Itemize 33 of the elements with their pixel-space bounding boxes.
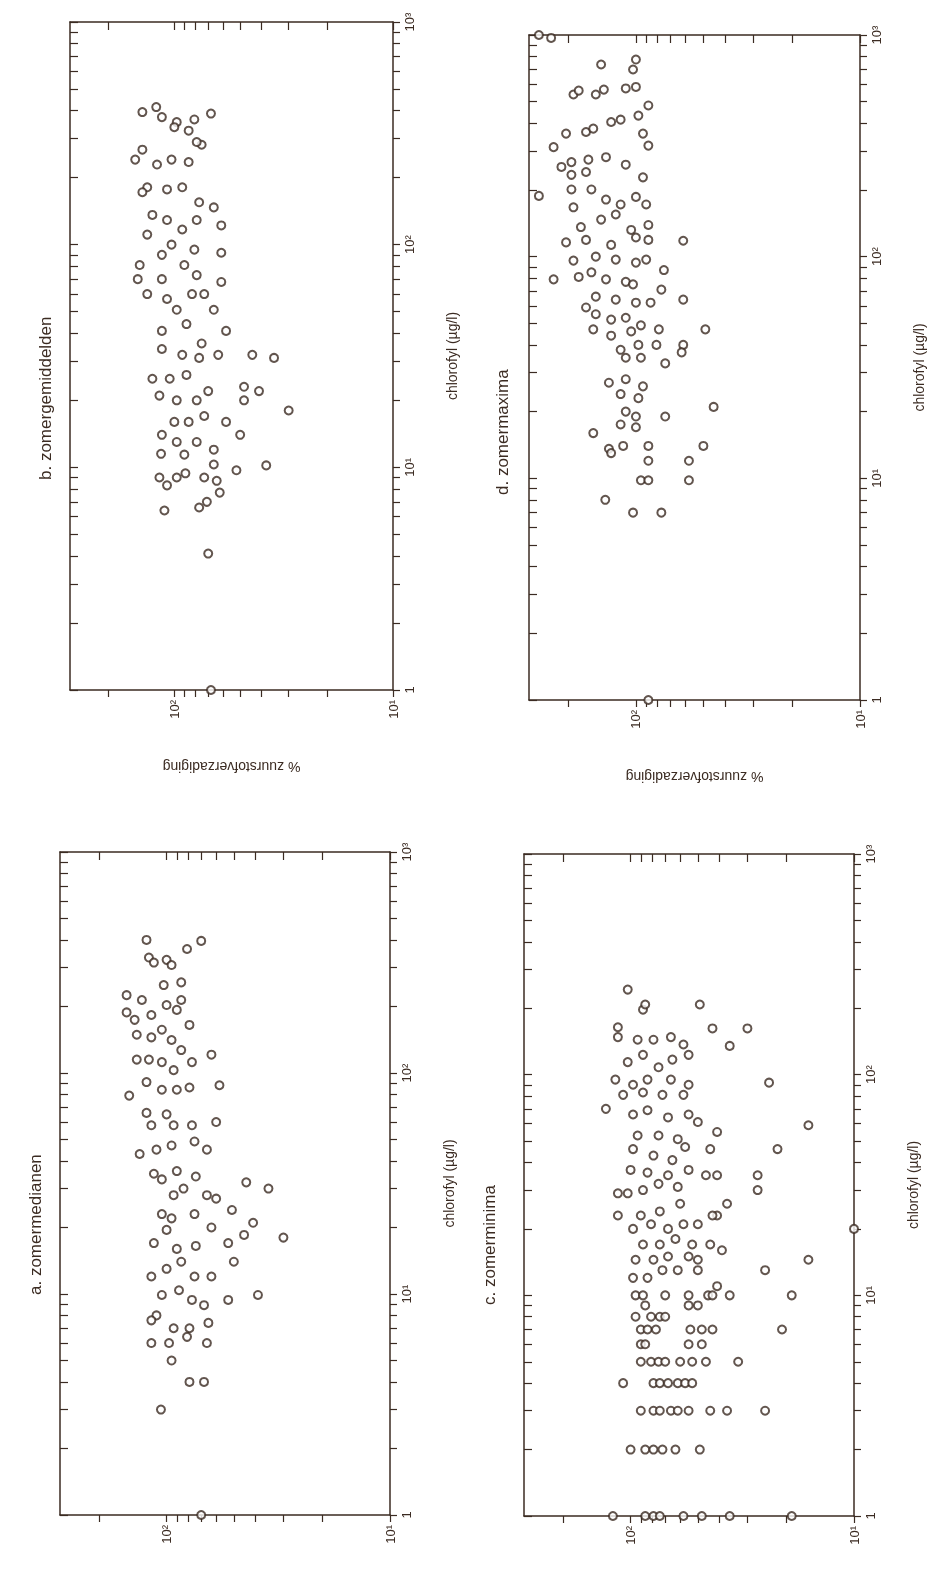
x-tick-label: 10¹ — [846, 1525, 862, 1545]
x-axis-title: % zuurstofverzadiging — [162, 759, 301, 775]
text: b. zomergemiddelden — [35, 316, 55, 480]
x-tick-label: 10² — [159, 1524, 175, 1544]
y-axis-title: chlorofyl (µg/l) — [444, 311, 460, 401]
y-tick-label: 1 — [863, 1512, 878, 1520]
y-tick-label: 10³ — [399, 841, 414, 862]
y-axis-title: chlorofyl (µg/l) — [905, 1140, 921, 1230]
y-axis-title: chlorofyl (µg/l) — [911, 323, 927, 412]
x-tick-label: 10² — [166, 699, 182, 719]
x-tick-label: 10² — [628, 709, 644, 729]
text: d. zomermaxima — [492, 368, 512, 495]
y-axis-title: chlorofyl (µg/l) — [441, 1139, 457, 1228]
y-tick-label: 1 — [869, 696, 884, 704]
y-tick-label: 10² — [399, 1062, 414, 1083]
y-tick-label: 10¹ — [402, 457, 417, 477]
y-tick-label: 10³ — [863, 843, 878, 864]
y-tick-label: 10² — [863, 1064, 878, 1085]
y-tick-label: 10¹ — [869, 468, 884, 488]
text: c. zomerminima — [479, 1184, 499, 1305]
y-tick-label: 10³ — [402, 11, 417, 32]
x-axis-title: % zuurstofverzadiging — [625, 769, 764, 785]
text: a. zomermedianen — [25, 1154, 45, 1295]
y-tick-label: 1 — [399, 1511, 414, 1519]
x-tick-label: 10² — [623, 1525, 639, 1545]
y-tick-label: 10¹ — [399, 1283, 414, 1304]
y-tick-label: 10² — [869, 246, 884, 267]
y-tick-label: 10¹ — [863, 1285, 878, 1305]
y-tick-label: 1 — [402, 686, 417, 694]
x-tick-label: 10¹ — [382, 1524, 398, 1544]
y-tick-label: 10² — [402, 234, 417, 255]
x-tick-label: 10¹ — [385, 699, 401, 719]
y-tick-label: 10³ — [869, 24, 884, 45]
